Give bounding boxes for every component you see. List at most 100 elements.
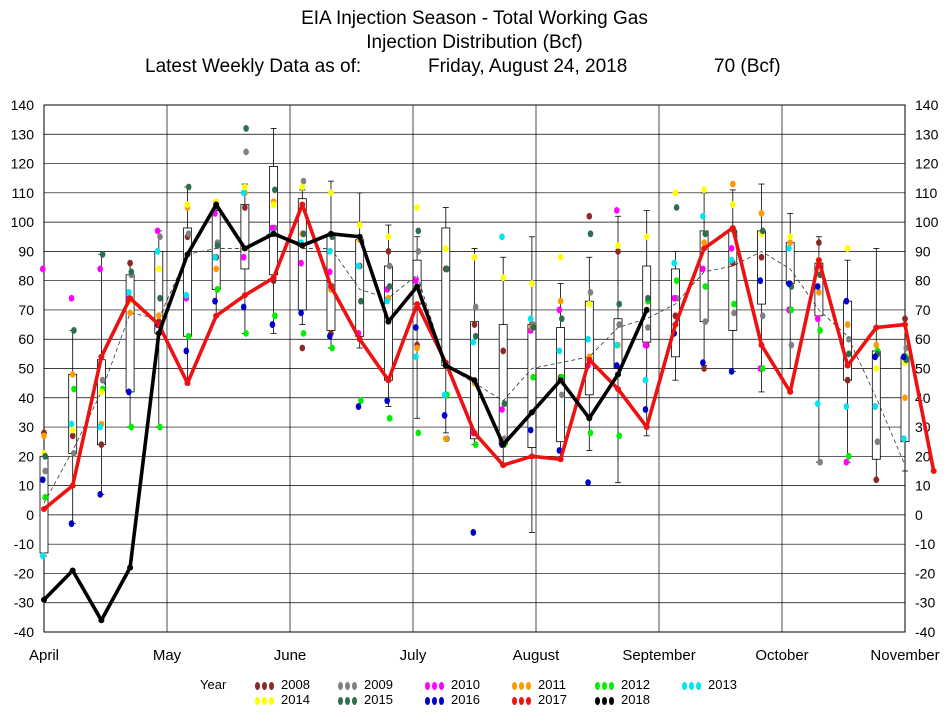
data-point-2012 [128,423,135,431]
data-point-2012 [817,327,823,334]
data-point-2016 [327,332,333,340]
data-point-2014 [672,189,679,197]
month-label: August [513,647,561,664]
data-point-2017 [241,292,248,299]
data-point-2017 [643,424,650,431]
data-point-2015 [559,315,565,323]
data-point-2014 [873,365,880,372]
data-point-2018 [528,409,535,416]
data-point-2010 [700,265,706,273]
data-point-2009 [874,438,881,446]
data-point-2011 [156,312,162,320]
box-body [355,239,365,337]
data-point-2011 [69,370,76,378]
data-point-2015 [587,230,594,238]
data-point-2009 [300,177,307,185]
legend-marker-icon [338,692,364,707]
data-point-2016 [97,490,103,498]
data-point-2012 [358,397,364,405]
data-point-2016 [413,324,419,331]
data-point-2008 [701,365,707,372]
data-point-2018 [41,596,47,603]
data-point-2015 [645,294,651,302]
data-point-2018 [155,330,162,337]
data-point-2015 [530,324,536,331]
data-point-2017 [41,506,47,513]
data-point-2014 [615,242,621,249]
data-point-2009 [731,309,737,317]
data-point-2011 [844,321,851,328]
legend-label: 2008 [281,677,310,692]
data-point-2008 [471,321,478,328]
data-point-2014 [730,201,736,208]
data-point-2018 [69,567,76,574]
data-point-2008 [816,239,822,247]
data-point-2015 [616,300,622,308]
legend-label: 2017 [538,692,567,707]
data-point-2016 [384,397,391,405]
y-tick-label-left: 20 [18,448,34,464]
data-point-2016 [872,353,878,361]
data-point-2009 [817,458,823,466]
y-tick-label-left: 60 [18,331,34,347]
data-point-2011 [758,209,765,217]
data-point-2015 [673,204,680,211]
data-point-2013 [585,335,591,343]
data-point-2012 [185,332,192,340]
data-point-2016 [527,426,534,434]
data-point-2018 [328,230,334,237]
data-point-2010 [556,306,563,314]
y-tick-label-left: 130 [11,126,35,142]
data-point-2013 [470,338,477,346]
data-point-2017 [299,201,306,208]
data-point-2016 [614,362,620,369]
legend-label: 2015 [364,692,393,707]
data-point-2017 [930,467,937,474]
data-point-2008 [500,347,507,355]
data-point-2017 [528,453,535,460]
data-point-2017 [127,295,134,302]
y-tick-label-right: -10 [915,536,935,552]
box-body [183,227,192,337]
data-point-2013 [97,423,103,431]
data-point-2013 [814,400,821,408]
data-point-2013 [355,262,362,270]
data-point-2016 [355,403,362,410]
data-point-2009 [472,303,479,311]
box-body [211,209,221,290]
data-point-2009 [243,148,249,156]
data-point-2012 [329,344,336,352]
data-point-2008 [844,376,851,384]
legend-label: 2016 [451,692,480,707]
data-point-2017 [98,353,105,360]
data-point-2012 [214,286,221,293]
data-point-2014 [156,265,162,273]
data-point-2009 [616,321,622,328]
data-point-2010 [269,224,276,232]
data-point-2009 [587,288,594,296]
data-point-2012 [846,452,852,460]
data-point-2010 [814,315,821,323]
legend-marker-icon [425,677,451,692]
data-point-2013 [441,391,448,399]
data-point-2018 [557,377,564,384]
data-point-2017 [500,462,507,469]
legend-item-2013: 2013 [682,677,737,692]
data-point-2013 [527,315,534,323]
data-point-2012 [386,414,393,422]
legend-label: 2018 [621,692,650,707]
data-point-2018 [385,318,392,325]
data-point-2016 [700,359,706,367]
y-tick-label-left: 10 [18,478,34,494]
data-point-2009 [645,324,651,331]
data-point-2008 [385,247,392,255]
data-point-2015 [128,268,135,276]
data-point-2014 [69,426,76,434]
data-point-2018 [643,306,650,313]
data-point-2018 [356,233,363,240]
data-point-2015 [846,350,852,358]
data-point-2012 [673,277,680,285]
data-point-2016 [212,297,218,305]
y-tick-label-left: 50 [18,361,34,377]
data-point-2017 [69,482,76,489]
